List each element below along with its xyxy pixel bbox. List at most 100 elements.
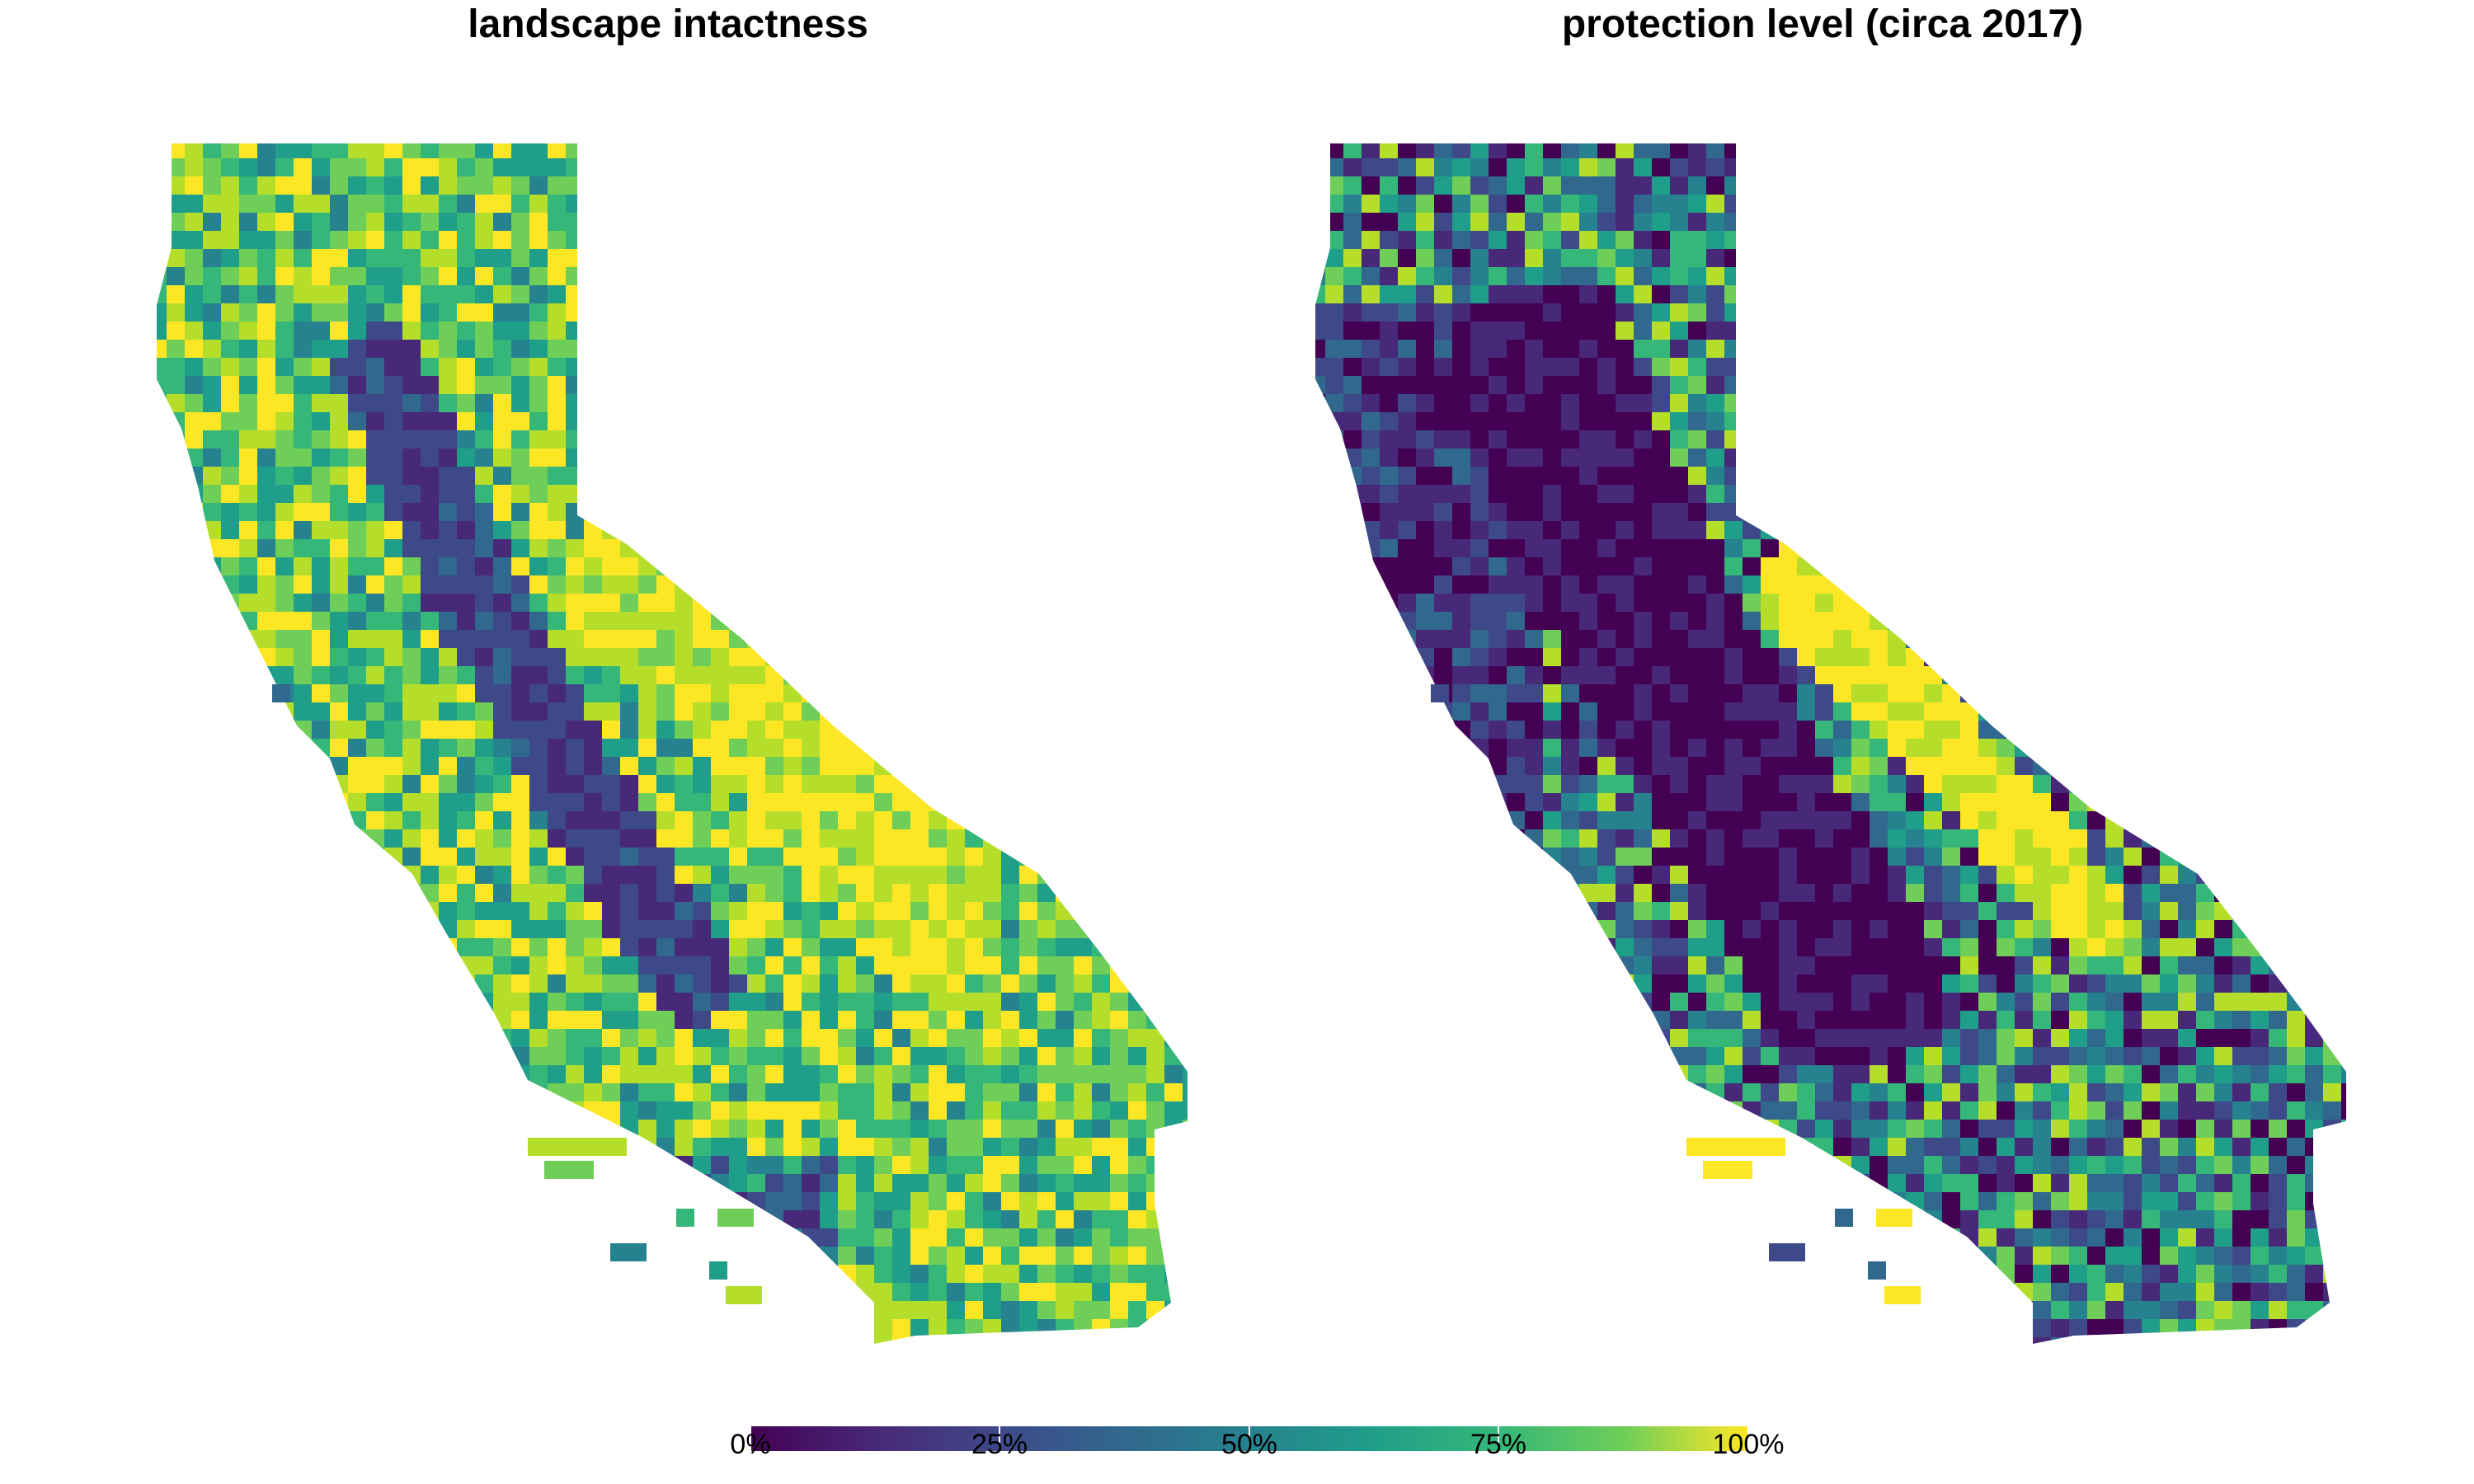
raster-cell: [312, 1265, 330, 1283]
raster-cell: [257, 956, 275, 974]
raster-cell: [856, 412, 874, 430]
raster-cell: [1960, 448, 1978, 467]
raster-cell: [747, 358, 765, 376]
raster-cell: [421, 630, 439, 648]
raster-cell: [947, 575, 965, 594]
raster-cell: [947, 412, 965, 430]
raster-cell: [348, 1011, 366, 1029]
raster-cell: [584, 557, 602, 575]
raster-cell: [203, 920, 221, 938]
raster-cell: [2323, 322, 2341, 340]
raster-cell: [366, 485, 384, 503]
raster-cell: [1164, 1156, 1183, 1174]
raster-cell: [783, 866, 802, 884]
raster-cell: [167, 394, 185, 412]
raster-cell: [402, 974, 421, 993]
raster-cell: [638, 884, 656, 902]
raster-cell: [1525, 213, 1543, 231]
raster-cell: [1037, 376, 1056, 394]
raster-cell: [2323, 267, 2341, 285]
raster-cell: [1325, 412, 1343, 430]
raster-cell: [820, 902, 838, 920]
raster-cell: [1380, 485, 1398, 503]
raster-cell: [620, 974, 638, 993]
raster-cell: [1074, 1192, 1092, 1210]
raster-cell: [1561, 176, 1579, 195]
raster-cell: [765, 1319, 783, 1337]
raster-cell: [457, 920, 475, 938]
raster-cell: [439, 1120, 457, 1138]
raster-cell: [729, 1065, 747, 1083]
raster-cell: [947, 285, 965, 303]
raster-cell: [1056, 1283, 1074, 1301]
raster-cell: [675, 521, 693, 539]
raster-cell: [765, 1228, 783, 1247]
raster-cell: [2305, 176, 2323, 195]
raster-cell: [910, 884, 929, 902]
raster-cell: [185, 1101, 203, 1120]
raster-cell: [802, 340, 820, 358]
raster-cell: [1110, 1337, 1128, 1344]
raster-cell: [203, 285, 221, 303]
raster-cell: [1597, 285, 1616, 303]
raster-cell: [1128, 412, 1146, 430]
raster-cell: [384, 1319, 402, 1337]
raster-cell: [2196, 231, 2214, 249]
raster-cell: [221, 575, 239, 594]
raster-cell: [1315, 358, 1325, 376]
raster-cell: [638, 430, 656, 448]
raster-cell: [729, 1337, 747, 1344]
raster-cell: [1056, 1029, 1074, 1047]
raster-cell: [167, 920, 185, 938]
raster-cell: [1452, 376, 1470, 394]
raster-cell: [1579, 158, 1597, 176]
raster-cell: [1797, 143, 1815, 158]
raster-cell: [239, 1011, 257, 1029]
raster-cell: [421, 143, 439, 158]
raster-cell: [475, 993, 493, 1011]
raster-cell: [1037, 1029, 1056, 1047]
raster-cell: [203, 394, 221, 412]
raster-cell: [765, 1011, 783, 1029]
raster-cell: [2251, 430, 2269, 448]
raster-cell: [802, 993, 820, 1011]
raster-cell: [1597, 358, 1616, 376]
raster-cell: [330, 557, 348, 575]
raster-cell: [675, 594, 693, 612]
raster-cell: [275, 249, 294, 267]
raster-cell: [1037, 285, 1056, 303]
raster-cell: [493, 993, 511, 1011]
raster-cell: [910, 303, 929, 322]
raster-cell: [2341, 467, 2346, 485]
raster-cell: [167, 1065, 185, 1083]
raster-cell: [294, 1265, 312, 1283]
raster-cell: [1001, 612, 1019, 630]
raster-cell: [439, 448, 457, 467]
raster-cell: [330, 249, 348, 267]
raster-cell: [584, 666, 602, 684]
raster-cell: [475, 231, 493, 249]
raster-cell: [675, 612, 693, 630]
raster-cell: [1056, 1101, 1074, 1120]
raster-cell: [457, 1337, 475, 1344]
raster-cell: [820, 884, 838, 902]
raster-cell: [729, 920, 747, 938]
raster-cell: [1924, 143, 1942, 158]
raster-cell: [402, 702, 421, 721]
raster-cell: [402, 666, 421, 684]
raster-cell: [693, 231, 711, 249]
raster-cell: [1652, 267, 1670, 285]
raster-cell: [874, 1192, 892, 1210]
raster-cell: [2214, 249, 2232, 267]
raster-cell: [2214, 176, 2232, 195]
raster-cell: [312, 630, 330, 648]
raster-cell: [1743, 303, 1761, 322]
raster-cell: [856, 575, 874, 594]
raster-cell: [2069, 285, 2087, 303]
raster-cell: [929, 884, 947, 902]
raster-cell: [457, 775, 475, 793]
raster-cell: [965, 358, 983, 376]
raster-cell: [711, 594, 729, 612]
raster-cell: [167, 974, 185, 993]
raster-cell: [257, 1319, 275, 1337]
